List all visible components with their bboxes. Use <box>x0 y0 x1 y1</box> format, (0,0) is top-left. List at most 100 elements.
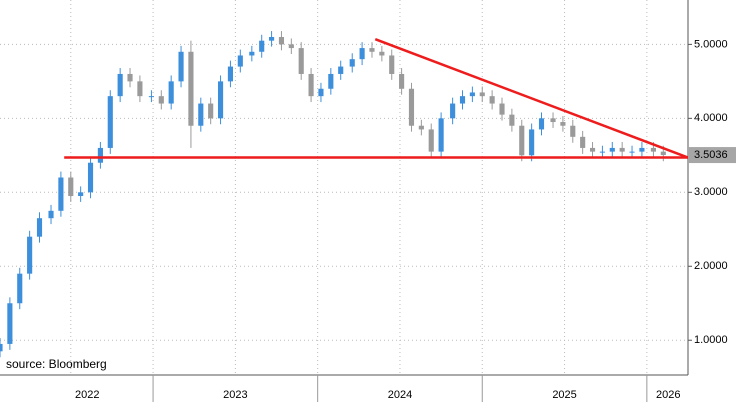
candle <box>249 45 255 62</box>
candle <box>7 297 13 350</box>
candle <box>158 90 164 110</box>
candle-body <box>619 147 625 152</box>
candle-body <box>560 122 566 126</box>
candle-body <box>489 96 495 104</box>
candle <box>0 338 3 358</box>
candle <box>78 186 84 202</box>
candle-body <box>78 192 84 197</box>
candle-body <box>178 51 184 82</box>
candle <box>48 204 54 225</box>
candle-body <box>298 48 304 74</box>
x-tick-label: 2024 <box>388 389 412 401</box>
candle-body <box>87 162 94 193</box>
candle <box>479 86 485 103</box>
candle <box>107 90 113 154</box>
candle <box>389 49 395 80</box>
candle <box>198 97 204 132</box>
candle-body <box>27 236 33 274</box>
y-tick-label: 3.0000 <box>694 186 728 198</box>
price-tag-label: 3.5036 <box>694 149 728 161</box>
candle-body <box>580 136 586 148</box>
candle-body <box>68 177 74 197</box>
candle <box>188 40 194 148</box>
candle <box>469 86 475 103</box>
candle <box>308 68 314 103</box>
candle-body <box>168 81 174 104</box>
candle-body <box>107 96 113 148</box>
candle <box>609 142 615 158</box>
candle <box>208 97 214 125</box>
candle <box>68 171 74 202</box>
candle <box>349 53 355 73</box>
candle-body <box>469 92 475 97</box>
candle <box>560 116 566 132</box>
candle <box>438 112 444 158</box>
candle-body <box>369 48 375 52</box>
candle-body <box>550 118 556 123</box>
candle <box>379 45 385 62</box>
candle-body <box>639 147 645 152</box>
candle-body <box>499 103 505 115</box>
candle-body <box>349 59 355 67</box>
y-tick-label: 2.0000 <box>694 260 728 272</box>
candle <box>359 42 365 66</box>
candle-body <box>660 151 666 156</box>
candle-body <box>127 73 133 82</box>
candle-body <box>399 73 405 89</box>
candle-body <box>158 96 164 104</box>
candle <box>227 60 233 88</box>
y-tick-label: 1.0000 <box>694 334 728 346</box>
candle-body <box>519 125 525 156</box>
candle <box>570 119 576 143</box>
candle <box>599 145 605 158</box>
candle-body <box>278 36 285 45</box>
candle <box>418 119 424 136</box>
candle <box>168 75 174 110</box>
candle <box>87 156 94 199</box>
candle <box>58 171 64 217</box>
candle <box>459 90 466 110</box>
candle-body <box>288 44 294 49</box>
candle <box>217 75 224 125</box>
candle <box>27 230 33 280</box>
candle-body <box>48 210 54 219</box>
candle-body <box>249 51 255 56</box>
candle <box>519 119 525 162</box>
candle <box>278 31 285 51</box>
candle <box>288 38 294 54</box>
trend-line <box>374 38 689 159</box>
candle-body <box>208 103 214 119</box>
candle <box>639 142 645 158</box>
candle <box>629 145 635 158</box>
candle <box>408 82 415 132</box>
candle-body <box>570 125 576 137</box>
candle-body <box>609 147 615 152</box>
candle-body <box>650 147 657 152</box>
candle <box>127 68 133 88</box>
candle-body <box>629 151 635 153</box>
candle-body <box>479 92 485 97</box>
candle-body <box>148 96 154 98</box>
candle <box>509 108 515 132</box>
candle-body <box>188 51 194 126</box>
x-tick-label: 2022 <box>75 389 99 401</box>
candle-body <box>389 55 395 74</box>
candle-body <box>7 303 13 344</box>
candle <box>36 212 43 243</box>
candle-body <box>318 88 324 97</box>
x-tick-label: 2026 <box>656 389 680 401</box>
candle-body <box>0 343 3 352</box>
candle-body <box>328 73 334 89</box>
candle-body <box>379 51 385 56</box>
candle-body <box>17 273 23 304</box>
candle <box>328 68 334 95</box>
candle-body <box>237 55 243 67</box>
candle-body <box>217 81 224 119</box>
candle <box>117 68 123 103</box>
candle <box>259 34 265 58</box>
candle <box>269 31 275 47</box>
candle <box>529 123 535 162</box>
